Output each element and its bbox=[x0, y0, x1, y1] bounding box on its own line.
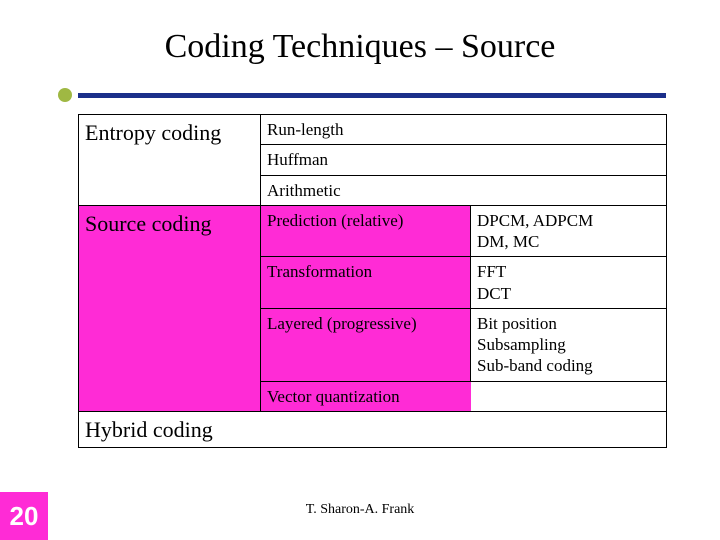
cell-huffman: Huffman bbox=[261, 145, 471, 175]
cell-runlength: Run-length bbox=[261, 115, 471, 145]
coding-table: Entropy coding Run-length Huffman Arithm… bbox=[78, 114, 666, 448]
cell-transformation-detail: FFT DCT bbox=[471, 257, 667, 309]
cell-source: Source coding bbox=[79, 205, 261, 411]
cell-vq: Vector quantization bbox=[261, 381, 471, 411]
page-number-badge: 20 bbox=[0, 492, 48, 540]
cell-runlength-detail bbox=[471, 115, 667, 145]
slide-title: Coding Techniques – Source bbox=[0, 28, 720, 66]
cell-prediction: Prediction (relative) bbox=[261, 205, 471, 257]
title-bullet-icon bbox=[58, 88, 72, 102]
cell-huffman-detail bbox=[471, 145, 667, 175]
slide: Coding Techniques – Source Entropy codin… bbox=[0, 0, 720, 540]
cell-vq-detail bbox=[471, 381, 667, 411]
cell-arithmetic: Arithmetic bbox=[261, 175, 471, 205]
cell-hybrid: Hybrid coding bbox=[79, 411, 261, 448]
cell-hybrid-right bbox=[471, 411, 667, 448]
cell-arithmetic-detail bbox=[471, 175, 667, 205]
cell-transformation: Transformation bbox=[261, 257, 471, 309]
cell-layered-detail: Bit position Subsampling Sub-band coding bbox=[471, 308, 667, 381]
cell-layered: Layered (progressive) bbox=[261, 308, 471, 381]
footer-author: T. Sharon-A. Frank bbox=[0, 502, 720, 518]
title-rule bbox=[78, 93, 666, 98]
cell-entropy: Entropy coding bbox=[79, 115, 261, 206]
cell-prediction-detail: DPCM, ADPCM DM, MC bbox=[471, 205, 667, 257]
cell-hybrid-mid bbox=[261, 411, 471, 448]
